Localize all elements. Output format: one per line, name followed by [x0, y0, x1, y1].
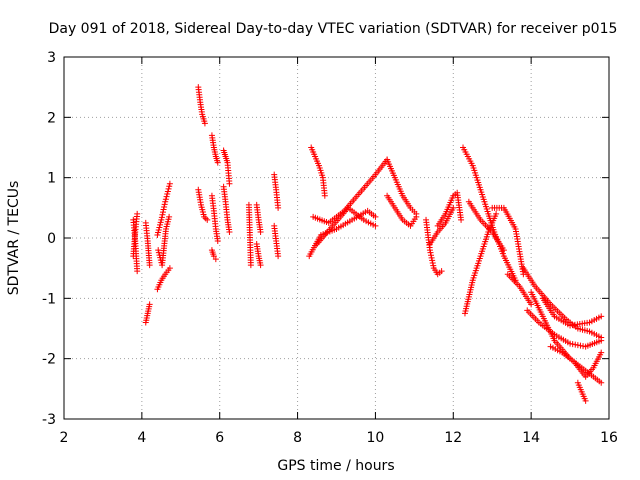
data-point — [159, 209, 166, 216]
data-point — [275, 253, 282, 260]
x-tick-label: 16 — [600, 430, 618, 446]
y-tick-label: -1 — [42, 291, 56, 307]
data-point — [428, 254, 435, 261]
data-point — [458, 216, 465, 223]
data-point — [528, 301, 535, 308]
data-point — [569, 341, 576, 348]
data-point — [572, 341, 579, 348]
x-tick-label: 12 — [444, 430, 462, 446]
y-axis-label: SDTVAR / TECUs — [6, 181, 22, 296]
data-point — [275, 204, 282, 211]
data-point — [212, 256, 219, 263]
data-point — [158, 214, 165, 221]
data-point — [257, 228, 264, 235]
data-point — [321, 192, 328, 199]
data-point — [155, 249, 162, 256]
data-point — [164, 188, 171, 195]
chart-title: Day 091 of 2018, Sidereal Day-to-day VTE… — [49, 21, 618, 37]
x-tick-label: 6 — [215, 430, 224, 446]
data-point — [166, 180, 173, 187]
data-point — [598, 337, 605, 344]
data-point — [428, 252, 435, 259]
data-point — [164, 191, 171, 198]
data-point — [598, 379, 605, 386]
data-point — [214, 238, 221, 245]
y-tick-label: -2 — [42, 352, 56, 368]
data-point — [154, 231, 161, 238]
data-point — [226, 180, 233, 187]
data-point — [201, 120, 208, 127]
data-point — [577, 342, 584, 349]
data-point — [160, 206, 167, 213]
x-tick-label: 10 — [367, 430, 385, 446]
y-tick-label: 2 — [47, 110, 56, 126]
data-point — [257, 262, 264, 269]
x-tick-label: 4 — [137, 430, 146, 446]
data-point — [512, 277, 519, 284]
data-point — [156, 224, 163, 231]
data-point — [155, 229, 162, 236]
data-point — [430, 262, 437, 269]
data-point — [372, 222, 379, 229]
data-point — [429, 257, 436, 264]
data-point — [598, 313, 605, 320]
y-tick-label: 1 — [47, 171, 56, 187]
data-point — [210, 253, 217, 260]
data-point — [162, 198, 169, 205]
data-point — [426, 247, 433, 254]
data-point — [438, 268, 445, 275]
data-point — [159, 211, 166, 218]
data-point — [413, 213, 420, 220]
data-point — [226, 228, 233, 235]
data-point — [574, 342, 581, 349]
data-point — [146, 262, 153, 269]
x-tick-label: 2 — [60, 430, 69, 446]
data-point — [166, 183, 173, 190]
data-point — [247, 262, 254, 269]
x-tick-label: 8 — [293, 430, 302, 446]
data-points-layer — [130, 84, 605, 404]
x-tick-label: 14 — [522, 430, 540, 446]
y-tick-label: -3 — [42, 412, 56, 428]
data-point — [450, 204, 457, 211]
data-point — [155, 247, 162, 254]
data-point — [161, 203, 168, 210]
data-point — [161, 201, 168, 208]
grid-layer — [64, 57, 609, 419]
data-point — [155, 226, 162, 233]
data-point — [166, 265, 173, 272]
data-point — [567, 340, 574, 347]
data-point — [427, 249, 434, 256]
y-tick-label: 3 — [47, 50, 56, 66]
data-point — [429, 259, 436, 266]
data-point — [214, 159, 221, 166]
data-point — [372, 213, 379, 220]
data-point — [134, 210, 141, 217]
data-point — [165, 185, 172, 192]
data-point — [162, 196, 169, 203]
data-point — [493, 210, 500, 217]
data-point — [158, 216, 165, 223]
data-point — [166, 213, 173, 220]
data-point — [582, 397, 589, 404]
data-point — [163, 193, 170, 200]
data-point — [204, 216, 211, 223]
data-point — [598, 349, 605, 356]
data-point — [146, 301, 153, 308]
data-point — [157, 221, 164, 228]
y-tick-label: 0 — [47, 231, 56, 247]
data-point — [134, 268, 141, 275]
x-axis-label: GPS time / hours — [277, 458, 394, 474]
data-point — [157, 219, 164, 226]
